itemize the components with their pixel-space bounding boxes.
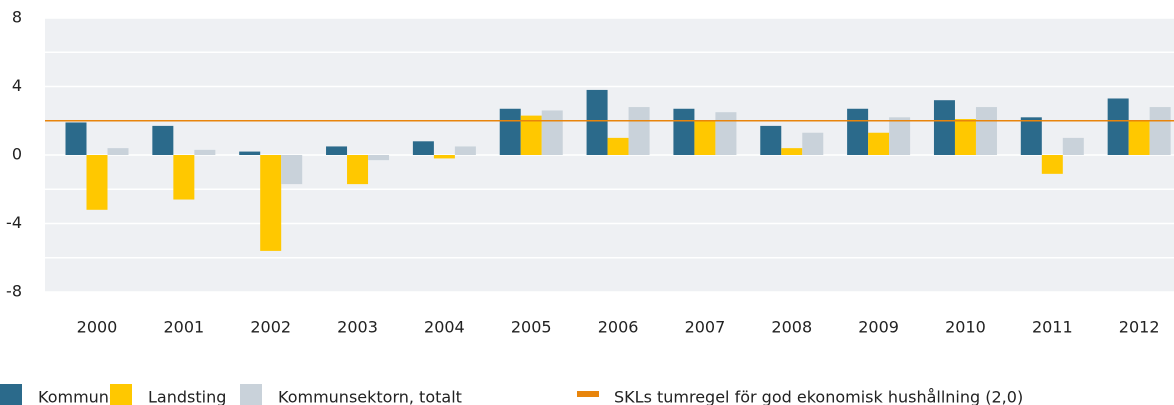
x-tick-label: 2006 [598, 318, 639, 337]
bar [1041, 155, 1063, 174]
x-tick-label: 2010 [945, 318, 986, 337]
bar [520, 115, 542, 155]
y-tick-label: 0 [12, 145, 22, 164]
y-tick-label: 4 [12, 76, 22, 95]
x-tick-label: 2008 [771, 318, 812, 337]
bar [541, 110, 563, 155]
x-tick-label: 2005 [511, 318, 552, 337]
bar [889, 117, 911, 155]
legend-swatch [240, 384, 262, 405]
x-tick-label: 2011 [1032, 318, 1073, 337]
bar [260, 155, 282, 251]
bar [1062, 137, 1084, 155]
legend-swatch [577, 391, 599, 397]
x-tick-label: 2004 [424, 318, 465, 337]
legend-label: SKLs tumregel för god ekonomisk hushålln… [614, 388, 1023, 405]
bar [673, 108, 695, 155]
bar [239, 151, 261, 155]
legend-label: Landsting [148, 388, 226, 405]
bar [586, 89, 608, 155]
bar [1107, 98, 1129, 155]
legend-swatch [0, 384, 22, 405]
bar [694, 120, 716, 155]
bar [847, 108, 869, 155]
bar [607, 137, 629, 155]
bar [1020, 117, 1042, 155]
bar [281, 155, 303, 185]
legend-label: Kommuner [38, 388, 126, 405]
x-tick-label: 2002 [250, 318, 291, 337]
bar [368, 155, 390, 161]
bar [326, 146, 348, 155]
y-tick-label: 8 [12, 8, 22, 27]
legend-label: Kommunsektorn, totalt [278, 388, 462, 405]
bar [975, 107, 997, 155]
bar [152, 125, 174, 155]
bar [454, 146, 476, 155]
bar [628, 107, 650, 155]
x-tick-label: 2003 [337, 318, 378, 337]
legend-swatch [110, 384, 132, 405]
x-tick-label: 2001 [163, 318, 204, 337]
bar [1128, 120, 1150, 155]
x-tick-label: 2007 [685, 318, 726, 337]
bar [347, 155, 369, 185]
bar [86, 155, 108, 210]
bar [933, 100, 955, 155]
bar [715, 112, 737, 155]
x-tick-label: 2009 [858, 318, 899, 337]
bar [781, 148, 803, 155]
x-tick-label: 2012 [1119, 318, 1160, 337]
bar [954, 119, 976, 155]
bar [107, 148, 129, 155]
y-tick-label: -4 [6, 213, 22, 232]
bar [412, 141, 434, 155]
x-tick-label: 2000 [77, 318, 118, 337]
bar [868, 132, 890, 155]
bar [1149, 107, 1171, 155]
bar [173, 155, 195, 200]
bar [194, 149, 216, 155]
bar [499, 108, 521, 155]
bar [760, 125, 782, 155]
bar [433, 155, 455, 159]
bar [65, 122, 87, 155]
bar [802, 132, 824, 155]
y-tick-label: -8 [6, 282, 22, 301]
